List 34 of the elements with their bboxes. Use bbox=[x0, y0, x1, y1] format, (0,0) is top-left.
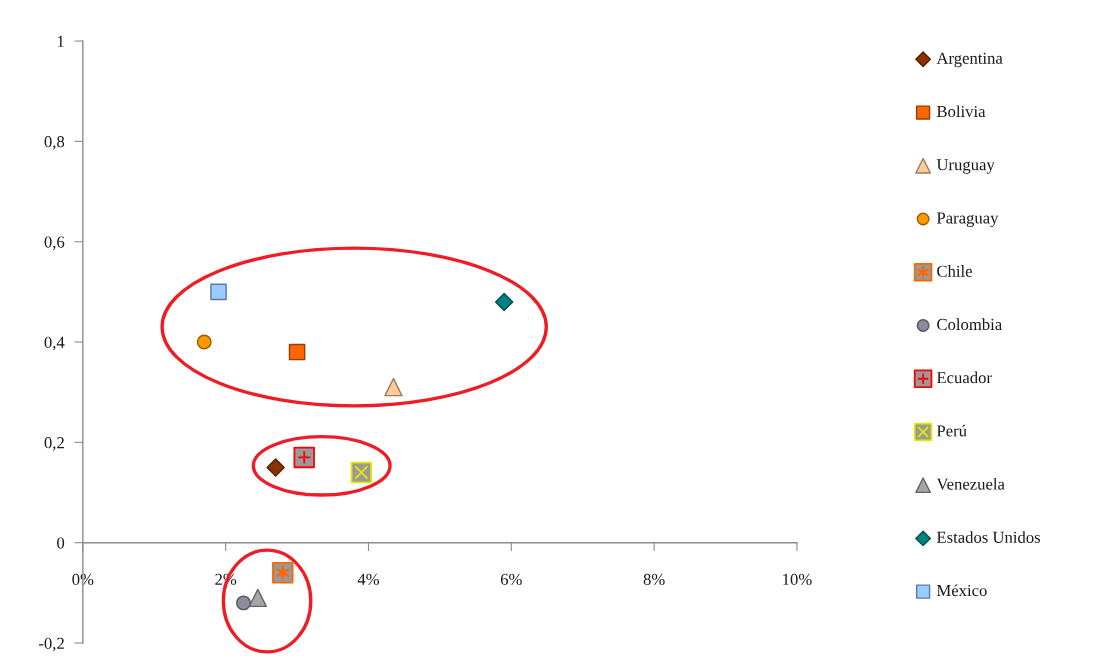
legend-label: Bolivia bbox=[936, 105, 986, 118]
legend-label: México bbox=[936, 584, 987, 597]
x-tick-label: 0% bbox=[72, 573, 94, 586]
y-tick-label: 1 bbox=[57, 35, 64, 47]
y-tick-label: 0,2 bbox=[44, 437, 64, 451]
y-tick-label: 0,6 bbox=[44, 236, 65, 251]
x-tick-label: 10% bbox=[783, 573, 812, 586]
x-tick-label: 6% bbox=[500, 573, 522, 586]
point bbox=[236, 595, 251, 611]
point bbox=[288, 343, 306, 361]
legend-label: Uruguay bbox=[936, 159, 995, 174]
point bbox=[196, 334, 212, 350]
y-tick-label: 0,8 bbox=[44, 136, 65, 150]
legend-label: Chile bbox=[937, 265, 972, 277]
legend-label: Argentina bbox=[936, 52, 1003, 68]
legend-label: Colombia bbox=[937, 318, 1002, 331]
point bbox=[494, 292, 514, 312]
y-tick-label: -0,2 bbox=[39, 637, 64, 652]
legend-label: Estados Unidos bbox=[936, 531, 1041, 543]
point bbox=[248, 588, 267, 608]
point bbox=[210, 283, 227, 301]
y-tick-label: 0,4 bbox=[44, 336, 65, 351]
legend-label: Paraguay bbox=[936, 212, 999, 228]
legend-label: Ecuador bbox=[936, 371, 992, 384]
y-tick-label: 0 bbox=[57, 537, 65, 549]
point bbox=[266, 458, 285, 477]
legend-label: Venezuela bbox=[936, 477, 1005, 490]
point bbox=[272, 562, 294, 584]
point bbox=[293, 446, 315, 469]
legend-label: Perú bbox=[936, 424, 967, 437]
x-tick-label: 8% bbox=[643, 573, 665, 586]
point bbox=[384, 377, 403, 397]
x-tick-label: 4% bbox=[357, 573, 380, 586]
point bbox=[350, 461, 373, 484]
